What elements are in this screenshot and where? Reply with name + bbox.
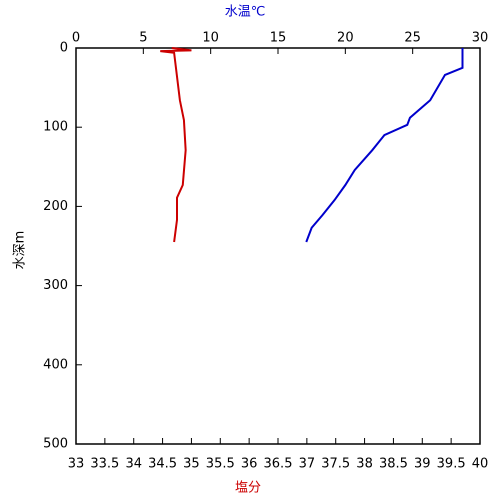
x2-tick-label: 15	[270, 31, 287, 46]
x2-tick-label: 10	[202, 31, 219, 46]
x-tick-label: 38	[356, 457, 373, 472]
bottom-axis-title: 塩分	[235, 481, 261, 496]
profile-line	[305, 48, 464, 243]
x2-tick-label: 30	[472, 31, 489, 46]
x2-tick-label: 0	[72, 31, 80, 46]
y-axis-title: 水深m	[13, 231, 28, 270]
y-tick-label: 200	[43, 199, 68, 214]
x-tick-label: 38.5	[379, 457, 408, 472]
y-tick-label: 300	[43, 278, 68, 293]
x2-tick-label: 5	[139, 31, 147, 46]
x-tick-label: 33	[68, 457, 85, 472]
x2-tick-label: 25	[404, 31, 421, 46]
top-axis-title: 水温℃	[225, 5, 266, 20]
y-tick-label: 500	[43, 437, 68, 452]
plot-frame	[75, 47, 481, 445]
x2-tick-label: 20	[337, 31, 354, 46]
y-tick-label: 100	[43, 120, 68, 135]
x-tick-label: 40	[472, 457, 489, 472]
x-tick-label: 37	[299, 457, 316, 472]
x-tick-label: 33.5	[90, 457, 119, 472]
y-tick-label: 0	[60, 41, 68, 56]
y-tick-label: 400	[43, 357, 68, 372]
x-tick-label: 37.5	[321, 457, 350, 472]
x-tick-label: 34.5	[148, 457, 177, 472]
x-tick-label: 35.5	[206, 457, 235, 472]
x-tick-label: 39.5	[437, 457, 466, 472]
x-tick-label: 35	[183, 457, 200, 472]
x-tick-label: 34	[125, 457, 142, 472]
profile-line	[160, 47, 192, 243]
x-tick-label: 36	[241, 457, 258, 472]
x-tick-label: 36.5	[264, 457, 293, 472]
x-tick-label: 39	[414, 457, 431, 472]
